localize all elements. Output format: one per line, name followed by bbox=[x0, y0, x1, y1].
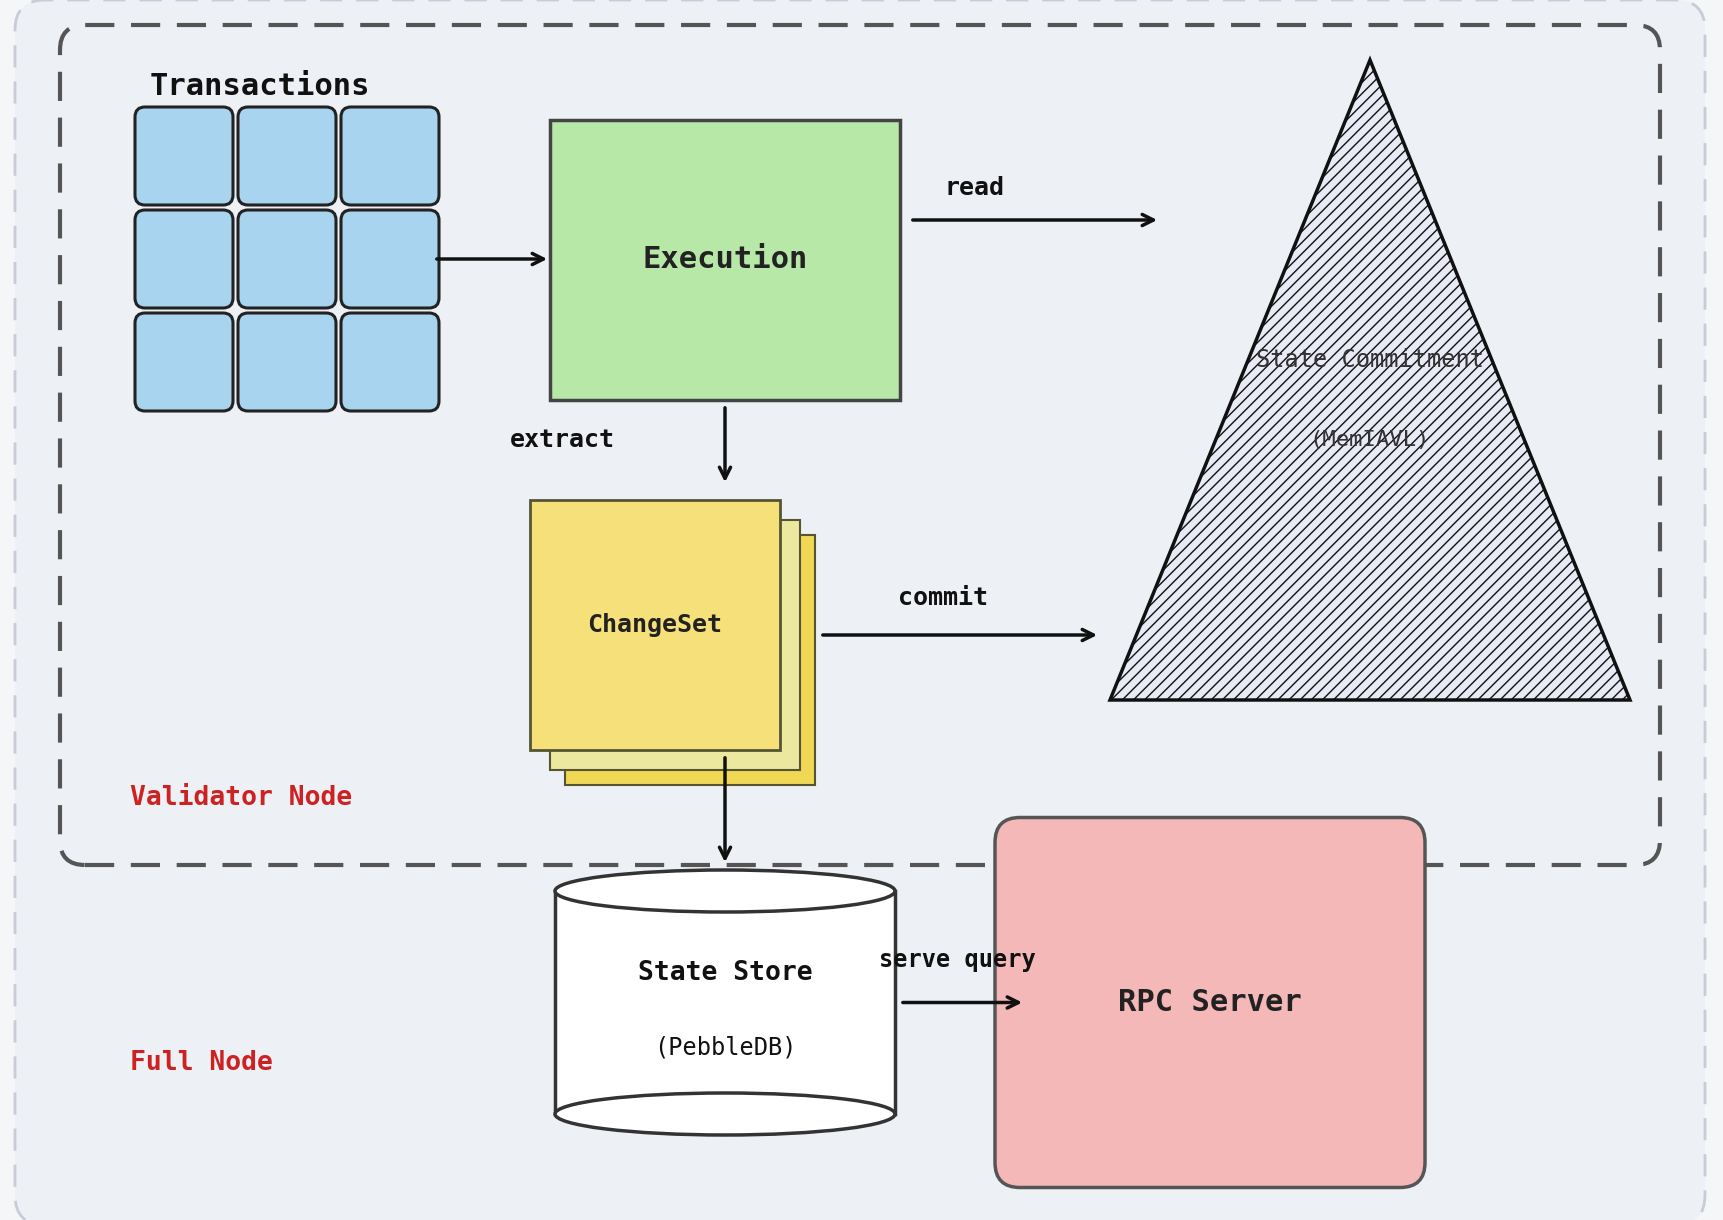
Text: serve query: serve query bbox=[879, 948, 1036, 972]
Text: Transactions: Transactions bbox=[150, 72, 370, 101]
FancyBboxPatch shape bbox=[134, 314, 233, 411]
FancyBboxPatch shape bbox=[134, 107, 233, 205]
FancyBboxPatch shape bbox=[994, 817, 1425, 1187]
Text: Execution: Execution bbox=[643, 245, 806, 274]
Text: State Commitment: State Commitment bbox=[1256, 348, 1484, 372]
FancyBboxPatch shape bbox=[341, 107, 439, 205]
FancyBboxPatch shape bbox=[341, 314, 439, 411]
Text: commit: commit bbox=[898, 586, 987, 610]
FancyBboxPatch shape bbox=[134, 210, 233, 307]
Text: (MemIAVL): (MemIAVL) bbox=[1309, 429, 1430, 450]
Text: State Store: State Store bbox=[638, 959, 812, 986]
FancyBboxPatch shape bbox=[238, 107, 336, 205]
FancyBboxPatch shape bbox=[238, 210, 336, 307]
Polygon shape bbox=[1110, 60, 1628, 700]
FancyBboxPatch shape bbox=[238, 314, 336, 411]
Text: (PebbleDB): (PebbleDB) bbox=[653, 1036, 796, 1059]
FancyBboxPatch shape bbox=[550, 120, 899, 400]
FancyBboxPatch shape bbox=[550, 520, 799, 770]
Text: Validator Node: Validator Node bbox=[129, 784, 351, 811]
Text: Full Node: Full Node bbox=[129, 1050, 272, 1076]
Text: read: read bbox=[944, 176, 1005, 200]
Ellipse shape bbox=[555, 870, 894, 913]
Polygon shape bbox=[555, 891, 894, 1114]
FancyBboxPatch shape bbox=[565, 536, 815, 784]
Text: extract: extract bbox=[510, 428, 615, 451]
Ellipse shape bbox=[555, 1093, 894, 1135]
FancyBboxPatch shape bbox=[16, 0, 1704, 1220]
FancyBboxPatch shape bbox=[529, 500, 779, 750]
Text: ChangeSet: ChangeSet bbox=[588, 612, 722, 637]
FancyBboxPatch shape bbox=[341, 210, 439, 307]
Text: RPC Server: RPC Server bbox=[1118, 988, 1301, 1017]
